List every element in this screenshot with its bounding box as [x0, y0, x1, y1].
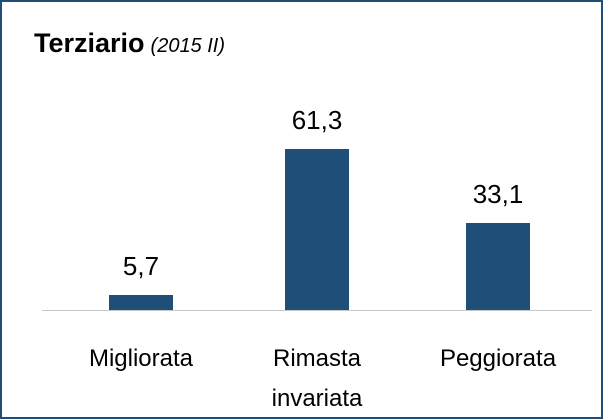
- x-tick-label: Migliorata: [88, 345, 194, 372]
- value-label: 33,1: [472, 179, 524, 210]
- bar: [285, 149, 349, 310]
- value-label: 61,3: [291, 105, 343, 135]
- x-tick-label: Peggiorata: [439, 345, 557, 372]
- bar: [109, 295, 173, 310]
- chart-title: Terziario: [34, 28, 145, 58]
- baseline: [42, 310, 592, 311]
- x-tick-label: Rimasta invariata: [271, 345, 363, 412]
- value-label: 5,7: [122, 251, 160, 282]
- chart-subtitle: (2015 II): [150, 35, 226, 57]
- title-block: Terziario (2015 II): [34, 28, 225, 59]
- bar: [466, 223, 530, 310]
